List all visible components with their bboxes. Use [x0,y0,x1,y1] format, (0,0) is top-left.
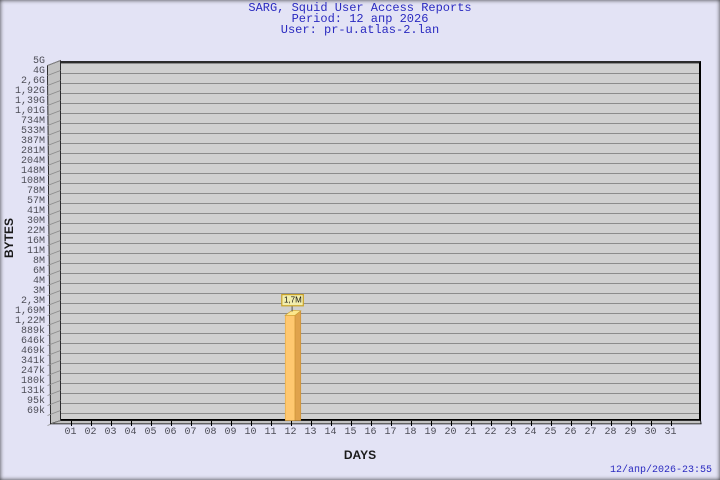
svg-text:1,7M: 1,7M [284,296,302,305]
